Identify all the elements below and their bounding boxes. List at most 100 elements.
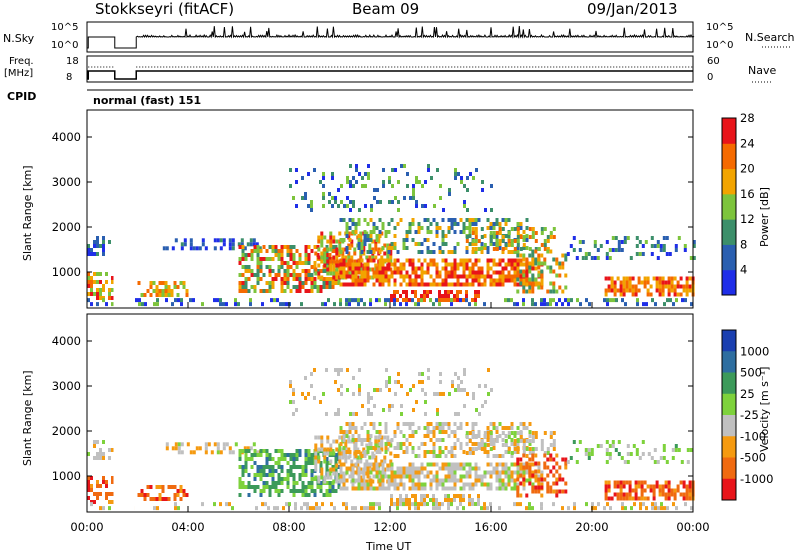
range-gate-cell bbox=[489, 486, 493, 491]
range-gate-cell bbox=[656, 460, 660, 464]
range-gate-cell bbox=[307, 457, 311, 461]
range-gate-cell bbox=[286, 269, 290, 273]
range-gate-cell bbox=[360, 454, 364, 458]
range-gate-cell bbox=[231, 242, 235, 247]
range-gate-cell bbox=[289, 289, 293, 293]
range-gate-cell bbox=[347, 447, 351, 452]
range-gate-cell bbox=[369, 230, 373, 234]
range-gate-cell bbox=[417, 274, 421, 279]
range-gate-cell bbox=[317, 263, 321, 268]
range-gate-cell bbox=[418, 372, 421, 376]
range-gate-cell bbox=[307, 172, 310, 176]
range-gate-cell bbox=[646, 288, 650, 293]
range-gate-cell bbox=[486, 274, 490, 279]
range-gate-cell bbox=[400, 164, 403, 168]
range-gate-cell bbox=[340, 392, 343, 396]
range-gate-cell bbox=[507, 243, 511, 247]
range-gate-cell bbox=[259, 453, 263, 457]
range-gate-cell bbox=[164, 289, 168, 293]
range-gate-cell bbox=[143, 293, 147, 297]
range-gate-cell bbox=[357, 262, 361, 267]
range-gate-cell bbox=[546, 485, 550, 490]
range-gate-cell bbox=[241, 473, 245, 477]
range-gate-cell bbox=[528, 434, 532, 438]
range-gate-cell bbox=[312, 506, 315, 511]
range-gate-cell bbox=[330, 502, 333, 507]
range-gate-cell bbox=[332, 259, 336, 264]
range-gate-cell bbox=[477, 290, 480, 294]
range-gate-cell bbox=[543, 453, 547, 458]
range-gate-cell bbox=[339, 238, 343, 242]
range-gate-cell bbox=[528, 478, 532, 483]
range-gate-cell bbox=[453, 430, 457, 434]
range-gate-cell bbox=[304, 281, 308, 285]
range-gate-cell bbox=[432, 250, 436, 254]
range-gate-cell bbox=[283, 269, 287, 273]
range-gate-cell bbox=[619, 288, 623, 293]
range-gate-cell bbox=[359, 267, 363, 272]
range-gate-cell bbox=[543, 227, 547, 231]
range-gate-cell bbox=[381, 474, 385, 479]
range-gate-cell bbox=[471, 250, 475, 254]
range-gate-cell bbox=[316, 285, 320, 289]
range-gate-cell bbox=[426, 494, 429, 498]
range-gate-cell bbox=[427, 164, 430, 168]
range-gate-cell bbox=[349, 200, 352, 204]
range-gate-cell bbox=[604, 484, 608, 489]
range-gate-cell bbox=[259, 277, 263, 281]
range-gate-cell bbox=[393, 282, 397, 287]
range-gate-cell bbox=[304, 376, 307, 380]
range-gate-cell bbox=[459, 290, 462, 294]
range-gate-cell bbox=[429, 470, 433, 475]
colorbar-swatch bbox=[722, 244, 736, 271]
range-gate-cell bbox=[453, 298, 456, 302]
range-gate-cell bbox=[507, 478, 511, 483]
range-gate-cell bbox=[313, 281, 317, 285]
range-gate-cell bbox=[641, 244, 645, 248]
range-gate-cell bbox=[477, 258, 481, 263]
range-gate-cell bbox=[450, 454, 454, 458]
range-gate-cell bbox=[516, 489, 520, 494]
range-gate-cell bbox=[292, 465, 296, 469]
range-gate-cell bbox=[333, 302, 336, 307]
range-gate-cell bbox=[369, 298, 372, 303]
range-gate-cell bbox=[411, 446, 415, 450]
range-gate-cell bbox=[313, 277, 317, 281]
range-gate-cell bbox=[320, 243, 324, 248]
range-gate-cell bbox=[356, 455, 360, 460]
range-gate-cell bbox=[378, 270, 382, 275]
range-gate-cell bbox=[531, 227, 535, 231]
range-gate-cell bbox=[528, 285, 532, 290]
range-gate-cell bbox=[314, 267, 318, 272]
range-gate-cell bbox=[304, 257, 308, 261]
range-gate-cell bbox=[219, 246, 223, 251]
range-gate-cell bbox=[337, 473, 341, 477]
freq-label: Freq. bbox=[9, 56, 34, 67]
range-gate-cell bbox=[359, 459, 363, 464]
range-gate-cell bbox=[344, 447, 348, 452]
range-gate-cell bbox=[334, 453, 338, 457]
range-gate-cell bbox=[688, 284, 692, 289]
range-gate-cell bbox=[531, 462, 535, 467]
range-gate-cell bbox=[317, 247, 321, 252]
range-gate-cell bbox=[435, 462, 439, 467]
range-gate-cell bbox=[249, 446, 253, 451]
range-gate-cell bbox=[454, 388, 457, 392]
range-gate-cell bbox=[179, 281, 183, 285]
range-gate-cell bbox=[610, 284, 614, 289]
range-gate-cell bbox=[531, 257, 535, 262]
range-gate-cell bbox=[662, 456, 666, 460]
range-gate-cell bbox=[555, 289, 559, 294]
range-gate-cell bbox=[417, 470, 421, 475]
y-tick-label: 2000 bbox=[52, 220, 81, 234]
range-gate-cell bbox=[367, 176, 370, 180]
range-gate-cell bbox=[552, 235, 556, 239]
range-gate-cell bbox=[465, 226, 469, 230]
range-gate-cell bbox=[369, 478, 373, 483]
range-gate-cell bbox=[417, 282, 421, 287]
range-gate-cell bbox=[289, 184, 292, 188]
range-gate-cell bbox=[510, 274, 514, 279]
range-gate-cell bbox=[213, 442, 217, 447]
range-gate-cell bbox=[481, 404, 484, 408]
range-gate-cell bbox=[354, 506, 357, 511]
